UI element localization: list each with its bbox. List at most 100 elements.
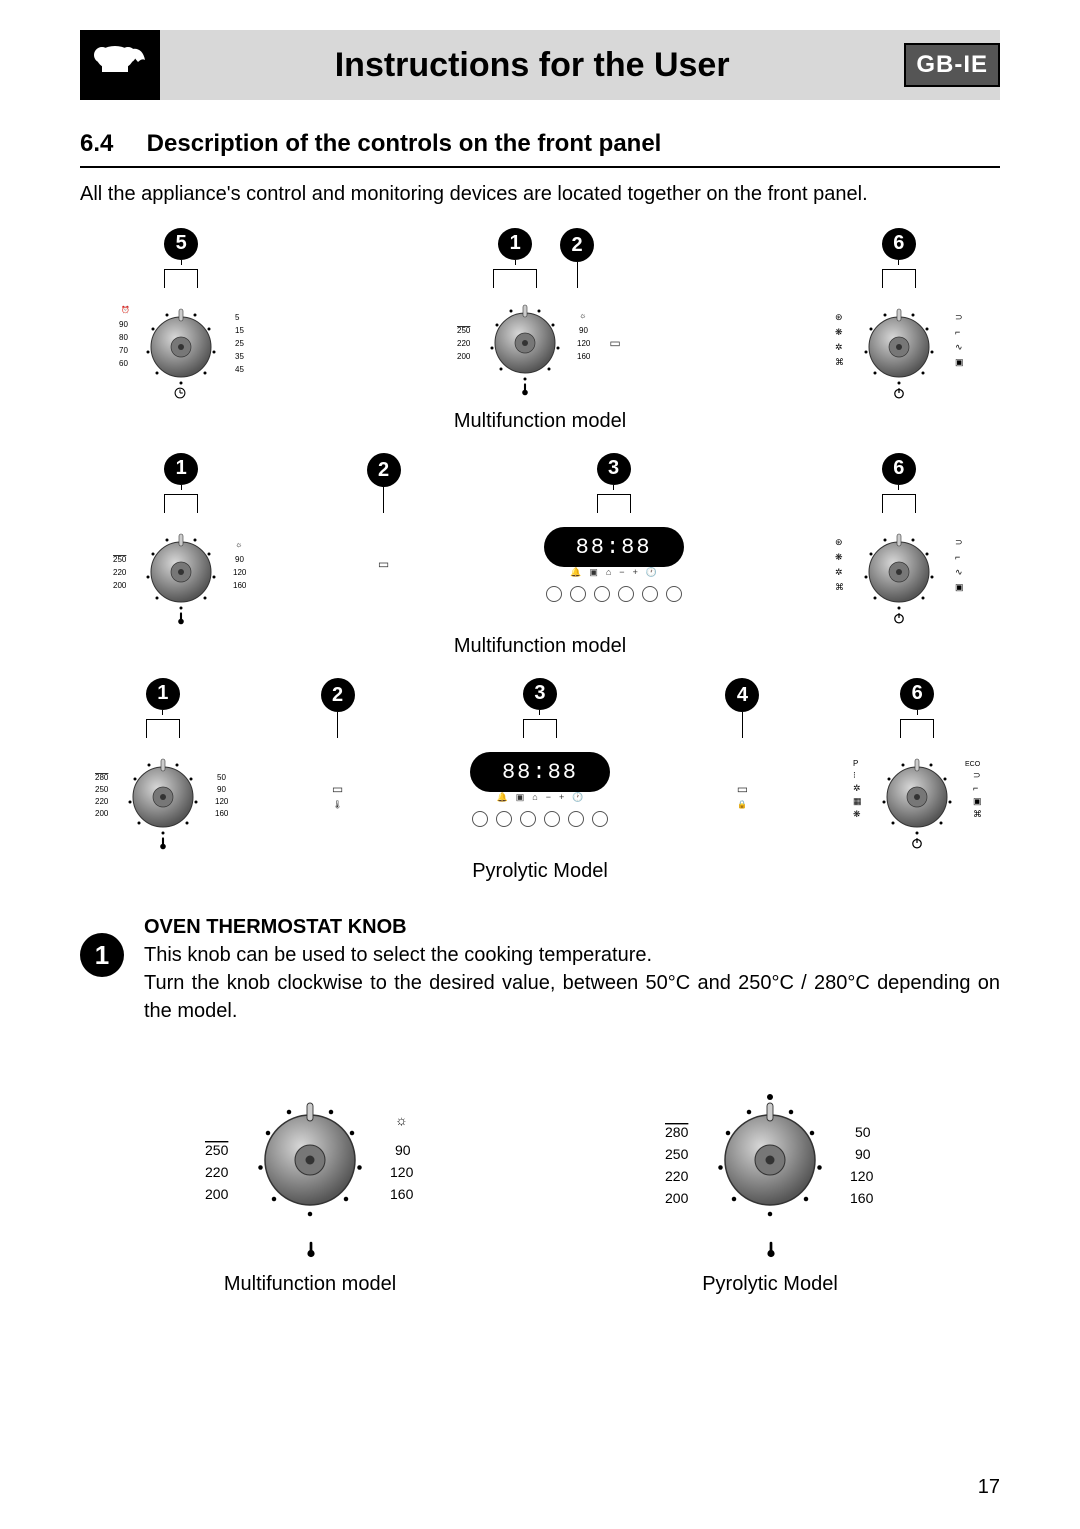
prog-button[interactable] [568,811,584,827]
callout-number: 5 [164,228,198,260]
prog-button[interactable] [594,586,610,602]
cook-icon: ▣ [589,567,598,578]
minus-icon: − [546,792,551,803]
page: Instructions for the User GB-IE 6.4 Desc… [0,0,1080,1529]
thermostat-knob-pyro[interactable]: 280 250 220 200 50 90 120 160 [93,742,233,852]
svg-text:250: 250 [113,555,127,564]
svg-text:250: 250 [205,1142,229,1158]
clock-small-icon: 🕐 [646,567,657,578]
indicator-lamp-icon: ▭ [374,557,394,571]
mode-icon: ▣ [955,357,964,367]
svg-text:120: 120 [233,568,247,577]
svg-text:15: 15 [235,326,244,335]
svg-text:220: 220 [95,797,109,806]
callout-number: 6 [882,453,916,485]
svg-text:120: 120 [850,1168,874,1184]
svg-text:220: 220 [113,568,127,577]
section-number: 6.4 [80,130,140,158]
function-knob[interactable]: ⊛ ❋ ✲ ⌘ ⊃ ⌐ ∿ ▣ [829,292,969,402]
callout-number: 3 [523,678,557,710]
prog-button[interactable] [666,586,682,602]
svg-text:90: 90 [579,326,588,335]
callout-number: 2 [367,453,401,487]
digital-display: 88:88 [470,752,610,792]
section-intro: All the appliance's control and monitori… [80,180,1000,208]
thermostat-knob-large-pyro[interactable]: 280 250 220 200 50 90 120 160 [655,1065,885,1265]
callout: 5 [164,228,198,288]
programmer-group: 3 88:88 🔔 ▣ ⌂ − + 🕐 [430,678,651,827]
prog-button[interactable] [592,811,608,827]
prog-button[interactable] [642,586,658,602]
thermometer-icon [178,612,184,624]
prog-button[interactable] [472,811,488,827]
programmer-buttons[interactable] [546,586,682,602]
header-bar: Instructions for the User GB-IE [80,30,1000,100]
svg-text:35: 35 [235,352,244,361]
thermostat-knob[interactable]: 250 220 200 ☼ 90 120 160 [111,517,251,627]
svg-text:160: 160 [233,581,247,590]
programmer-buttons[interactable] [472,811,608,827]
electronic-programmer[interactable]: 88:88 🔔 ▣ ⌂ − + 🕐 [544,517,684,602]
electronic-programmer[interactable]: 88:88 🔔 ▣ ⌂ − + 🕐 [470,742,610,827]
mode-icon: ⊛ [835,537,843,547]
timer-knob-group: 5 ⏰ 90 80 70 60 5 15 25 35 45 [80,228,282,402]
bottom-caption-1: Multifunction model [195,1273,425,1296]
bell-icon: 🔔 [570,567,581,578]
row2-caption: Multifunction model [80,635,1000,658]
mode-icon: ⊃ [955,537,963,547]
power-icon [895,388,903,398]
thermometer-icon [522,383,528,395]
mode-icon: ∿ [955,567,963,577]
function-knob-group: 6 ⊛ ❋ ✲ ⌘ ⊃ ⌐ ∿ ▣ [798,453,1000,627]
mode-icon: ▣ [973,796,982,806]
svg-text:220: 220 [457,339,471,348]
mode-icon: ⌐ [955,552,960,562]
svg-text:120: 120 [577,339,591,348]
bottom-caption-2: Pyrolytic Model [655,1273,885,1296]
svg-text:200: 200 [95,809,109,818]
mode-icon: ⊃ [973,770,981,780]
svg-text:250: 250 [95,785,109,794]
thermostat-knob[interactable]: 250 220 200 ☼ 90 120 160 [455,288,595,398]
bottom-multifunction: 250 220 200 ☼ 90 120 160 Multifunction m… [195,1065,425,1316]
light-icon: ☼ [235,540,242,549]
indicator-lamp-icon: ▭ [605,336,625,350]
svg-text:50: 50 [855,1124,871,1140]
callout-number: 1 [146,678,180,710]
prog-button[interactable] [546,586,562,602]
svg-text:200: 200 [113,581,127,590]
power-icon [913,838,921,848]
function-knob-pyro[interactable]: P ⁝ ✲ ▦ ❋ ECO ⊃ ⌐ ▣ ⌘ [847,742,987,852]
indicator-group: 2 ▭ [338,453,430,571]
svg-text:90: 90 [217,785,226,794]
panel-row-3: 1 280 250 220 200 50 90 120 160 [80,678,1000,852]
mode-icon: ⌐ [955,327,960,337]
prog-button[interactable] [618,586,634,602]
thermometer-icon [160,837,166,849]
brand-logo [80,30,160,100]
timer-knob[interactable]: ⏰ 90 80 70 60 5 15 25 35 45 [111,292,251,402]
thermostat-description: 1 OVEN THERMOSTAT KNOB This knob can be … [80,903,1000,1025]
prog-button[interactable] [544,811,560,827]
mode-icon: ▣ [955,582,964,592]
light-icon: ☼ [395,1112,408,1128]
callout-number: 2 [321,678,355,712]
end-icon: ⌂ [606,567,611,578]
function-knob[interactable]: ⊛ ❋ ✲ ⌘ ⊃ ⌐ ∿ ▣ [829,517,969,627]
mode-icon: ▦ [853,796,862,806]
svg-text:200: 200 [457,352,471,361]
prog-button[interactable] [570,586,586,602]
svg-text:200: 200 [205,1186,229,1202]
mode-icon: ∿ [955,342,963,352]
prog-button[interactable] [496,811,512,827]
mode-icon: ✲ [835,567,843,577]
thermostat-knob-large[interactable]: 250 220 200 ☼ 90 120 160 [195,1065,425,1265]
section-heading: 6.4 Description of the controls on the f… [80,130,1000,168]
end-icon: ⌂ [532,792,537,803]
prog-button[interactable] [520,811,536,827]
svg-text:200: 200 [665,1190,689,1206]
mode-icon: ✲ [835,342,843,352]
row3-caption: Pyrolytic Model [80,860,1000,883]
plus-icon: + [559,792,564,803]
callout-number: 1 [164,453,198,485]
